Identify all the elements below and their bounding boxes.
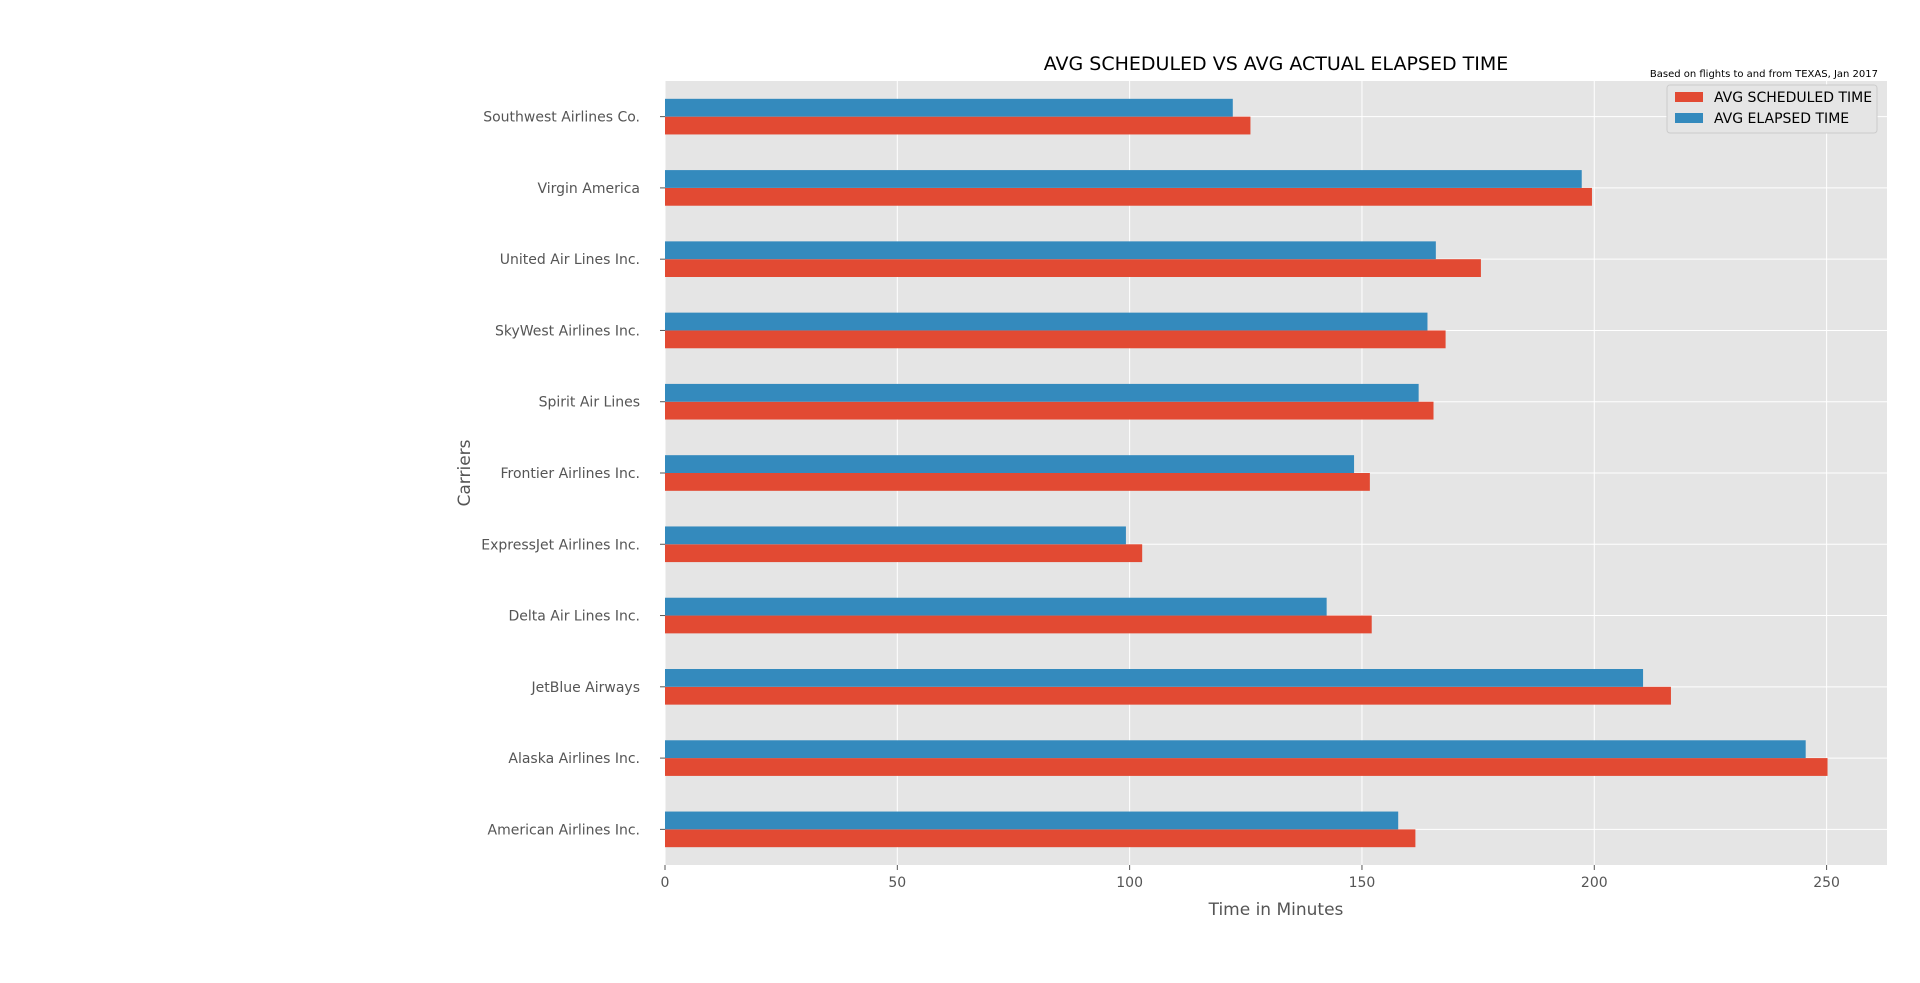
y-axis: American Airlines Inc. Alaska Airlines In…	[481, 110, 665, 838]
x-tick-label: 50	[888, 875, 906, 891]
y-tick-label: ExpressJet Airlines Inc.	[481, 537, 640, 553]
x-axis-title: Time in Minutes	[1208, 900, 1344, 920]
bar-scheduled	[665, 829, 1416, 848]
x-tick-label: 150	[1349, 875, 1376, 891]
x-tick-label: 100	[1116, 875, 1143, 891]
y-tick-label: Delta Air Lines Inc.	[508, 609, 640, 625]
legend-swatch-elapsed	[1675, 113, 1703, 123]
y-tick-label: Virgin America	[537, 181, 640, 197]
bar-scheduled	[665, 401, 1434, 420]
chart-subtitle: Based on flights to and from TEXAS, Jan …	[1650, 69, 1878, 80]
bar-scheduled	[665, 686, 1671, 705]
legend: AVG SCHEDULED TIME AVG ELAPSED TIME	[1666, 84, 1878, 134]
chart-title: AVG SCHEDULED VS AVG ACTUAL ELAPSED TIME	[1044, 53, 1509, 75]
bar-scheduled	[665, 330, 1446, 349]
y-tick-label: Alaska Airlines Inc.	[508, 751, 640, 767]
x-tick-label: 200	[1581, 875, 1608, 891]
x-axis: 0 50 100 150 200 250	[661, 865, 1840, 891]
bar-scheduled	[665, 758, 1828, 776]
y-axis-title: Carriers	[455, 439, 475, 506]
bar-scheduled	[665, 259, 1481, 277]
legend-box	[1666, 84, 1878, 134]
legend-label-elapsed: AVG ELAPSED TIME	[1714, 111, 1849, 127]
legend-swatch-scheduled	[1675, 92, 1703, 102]
bar-elapsed	[665, 740, 1806, 759]
y-tick-label: Spirit Air Lines	[539, 395, 640, 411]
bar-elapsed	[665, 241, 1436, 260]
bars	[665, 98, 1828, 848]
bar-elapsed	[665, 312, 1428, 331]
y-tick-label: Southwest Airlines Co.	[483, 110, 640, 126]
bar-elapsed	[665, 170, 1582, 188]
bar-scheduled	[665, 615, 1372, 634]
bar-scheduled	[665, 544, 1143, 563]
y-tick-label: United Air Lines Inc.	[500, 252, 640, 268]
bar-elapsed	[665, 597, 1327, 616]
bar-scheduled	[665, 473, 1370, 491]
bar-scheduled	[665, 116, 1251, 135]
x-tick-label: 0	[661, 875, 670, 891]
bar-elapsed	[665, 526, 1126, 545]
y-tick-label: Frontier Airlines Inc.	[500, 466, 640, 482]
bar-elapsed	[665, 98, 1233, 117]
bar-scheduled	[665, 187, 1592, 206]
bar-elapsed	[665, 669, 1644, 687]
bar-elapsed	[665, 811, 1399, 830]
x-tick-label: 250	[1813, 875, 1840, 891]
y-tick-label: JetBlue Airways	[531, 680, 641, 696]
y-tick-label: American Airlines Inc.	[488, 822, 640, 838]
bar-elapsed	[665, 455, 1355, 473]
bar-elapsed	[665, 383, 1419, 402]
legend-label-scheduled: AVG SCHEDULED TIME	[1714, 90, 1872, 106]
y-tick-label: SkyWest Airlines Inc.	[495, 323, 640, 339]
